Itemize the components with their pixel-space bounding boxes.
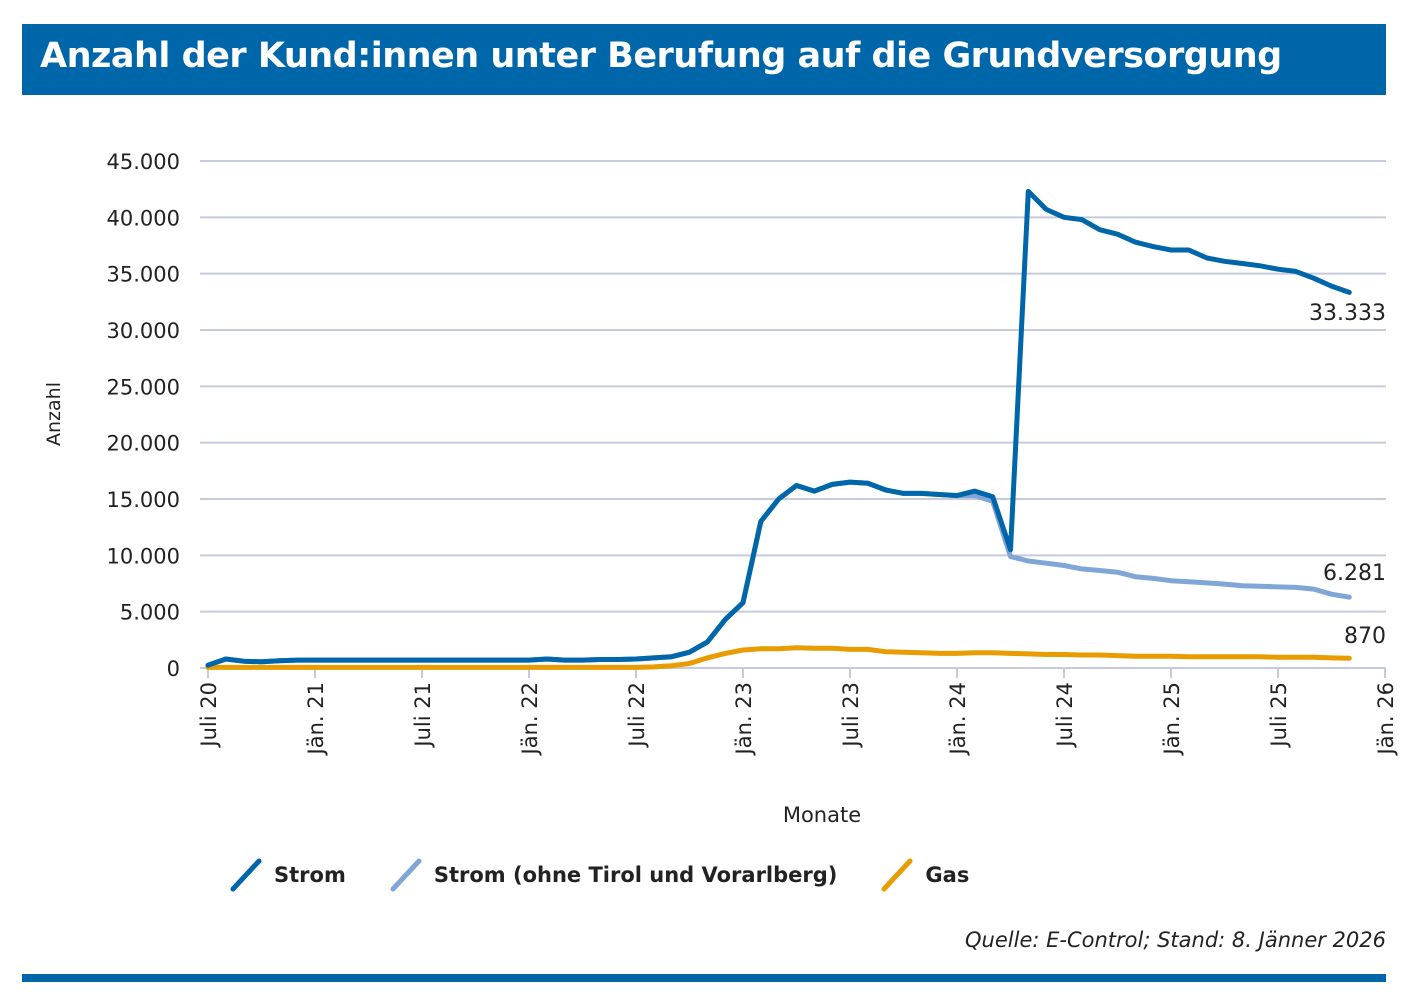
y-tick-label: 15.000 bbox=[107, 488, 180, 512]
x-tick-label: Juli 24 bbox=[1053, 682, 1077, 749]
chart-title: Anzahl der Kund:innen unter Berufung auf… bbox=[40, 36, 1282, 76]
y-axis-label: Anzahl bbox=[43, 382, 65, 446]
end-value-label: 870 bbox=[1344, 624, 1386, 649]
y-tick-label: 20.000 bbox=[107, 432, 180, 456]
y-tick-label: 30.000 bbox=[107, 319, 180, 343]
legend-item-strom: Strom bbox=[230, 858, 346, 892]
x-tick-label: Juli 20 bbox=[197, 682, 221, 749]
y-tick-label: 5.000 bbox=[120, 601, 180, 625]
legend-label: Gas bbox=[925, 863, 970, 887]
legend-swatch-strom-ohne bbox=[390, 858, 422, 892]
y-tick-label: 40.000 bbox=[107, 206, 180, 230]
bottom-rule bbox=[22, 974, 1386, 982]
x-tick-label: Juli 21 bbox=[411, 682, 435, 749]
legend: Strom Strom (ohne Tirol und Vorarlberg) … bbox=[230, 858, 1013, 892]
legend-item-strom-ohne: Strom (ohne Tirol und Vorarlberg) bbox=[390, 858, 838, 892]
x-tick-label: Jän. 26 bbox=[1374, 682, 1398, 756]
legend-item-gas: Gas bbox=[881, 858, 969, 892]
end-value-label: 33.333 bbox=[1309, 301, 1386, 326]
legend-label: Strom bbox=[274, 863, 346, 887]
y-tick-label: 10.000 bbox=[107, 544, 180, 568]
line-chart: 0 5.000 10.000 15.000 20.000 25.000 30.000 35.0… bbox=[43, 150, 1398, 827]
x-axis-label: Monate bbox=[783, 803, 861, 827]
y-tick-label: 0 bbox=[167, 657, 180, 681]
y-tick-label: 25.000 bbox=[107, 375, 180, 399]
series-line-strom-ohne-tirol-und-vorarlberg- bbox=[205, 479, 1352, 668]
y-tick-label: 35.000 bbox=[107, 263, 180, 287]
series-line-strom bbox=[205, 188, 1352, 668]
series-line-gas bbox=[205, 645, 1352, 670]
legend-label: Strom (ohne Tirol und Vorarlberg) bbox=[433, 863, 838, 887]
x-tick-label: Juli 25 bbox=[1267, 682, 1291, 749]
x-tick-label: Jän. 23 bbox=[732, 682, 756, 756]
legend-swatch-gas bbox=[881, 858, 913, 892]
x-tick-label: Jän. 22 bbox=[518, 682, 542, 756]
y-tick-label: 45.000 bbox=[107, 150, 180, 174]
legend-swatch-strom bbox=[230, 858, 262, 892]
source-note: Quelle: E-Control; Stand: 8. Jänner 2026 bbox=[965, 928, 1386, 952]
title-bar: Anzahl der Kund:innen unter Berufung auf… bbox=[22, 24, 1386, 95]
x-tick-label: Juli 23 bbox=[839, 682, 863, 749]
x-tick-label: Juli 22 bbox=[625, 682, 649, 749]
x-tick-label: Jän. 24 bbox=[946, 682, 970, 756]
end-value-label: 6.281 bbox=[1323, 561, 1386, 586]
x-tick-label: Jän. 21 bbox=[304, 682, 328, 756]
x-tick-label: Jän. 25 bbox=[1160, 682, 1184, 756]
